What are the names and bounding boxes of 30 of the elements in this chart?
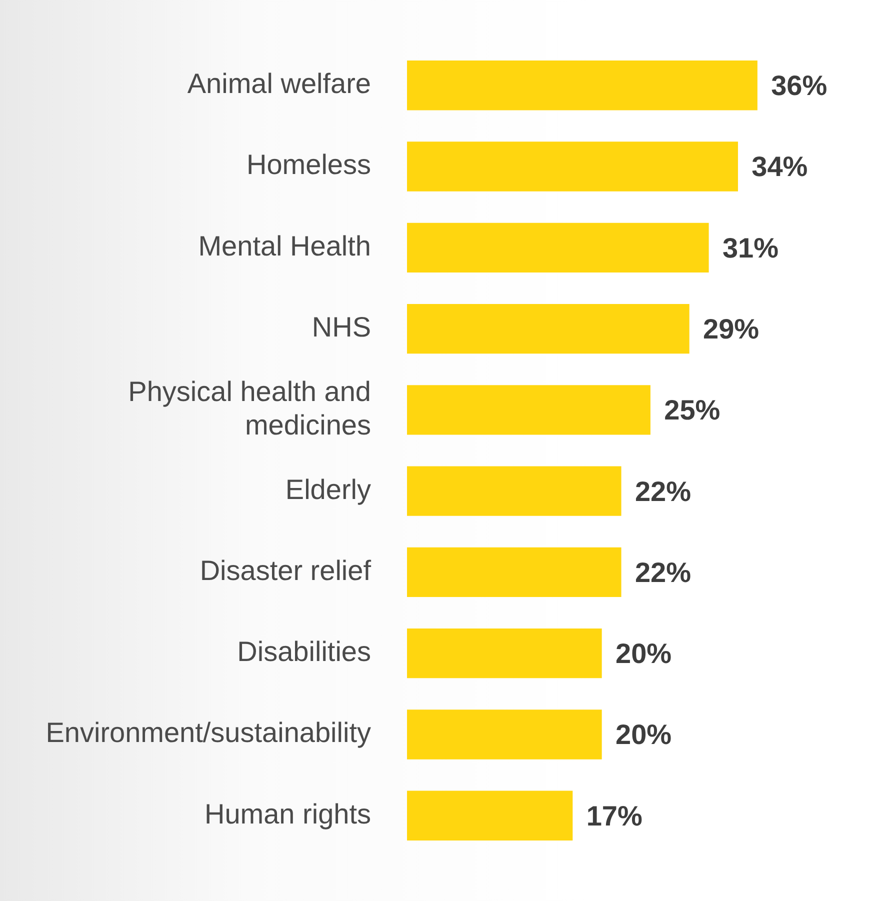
y-tick-label: Physical health and medicines — [128, 376, 371, 440]
data-label: 34% — [752, 151, 808, 182]
y-tick-label: Disabilities — [237, 636, 371, 668]
y-tick-label: NHS — [312, 312, 371, 343]
y-tick-label: Disaster relief — [200, 554, 372, 586]
data-label: 17% — [586, 800, 642, 832]
data-label: 36% — [771, 70, 828, 102]
data-label: 31% — [722, 232, 779, 264]
bar — [407, 142, 738, 192]
bar — [407, 628, 602, 678]
y-tick-label: Environment/sustainability — [46, 717, 371, 748]
bar — [407, 790, 573, 840]
data-label: 20% — [616, 638, 672, 670]
y-tick-label: Animal welfare — [187, 68, 371, 100]
bar — [407, 60, 758, 110]
bar — [407, 710, 602, 760]
data-label: 22% — [634, 556, 692, 588]
y-tick-label: Mental Health — [198, 230, 371, 262]
y-tick-label: Elderly — [285, 474, 371, 505]
y-tick-label: Homeless — [246, 149, 371, 180]
data-label: 25% — [664, 394, 720, 426]
bar — [407, 304, 690, 354]
y-tick-label: Human rights — [204, 798, 371, 830]
bar — [407, 222, 709, 272]
data-label: 29% — [703, 314, 760, 345]
data-label: 20% — [616, 719, 672, 750]
bar — [407, 466, 622, 516]
bar — [407, 547, 622, 598]
bar — [407, 385, 650, 435]
data-label: 22% — [634, 476, 692, 507]
